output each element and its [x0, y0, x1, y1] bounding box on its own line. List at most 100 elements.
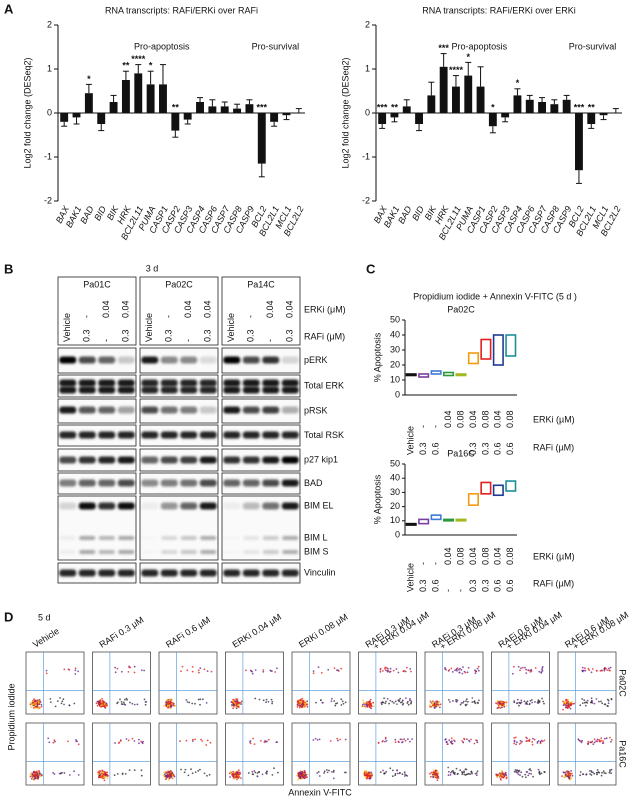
range-box	[505, 334, 517, 357]
error-bar	[489, 126, 496, 134]
cell-dot	[520, 667, 522, 670]
cell-dot	[133, 665, 136, 668]
cell-dot	[298, 706, 301, 709]
cell-dot	[162, 774, 165, 777]
cell-dot	[603, 772, 606, 774]
cell-dot	[270, 698, 273, 701]
blot-band	[199, 456, 217, 464]
row-label: ERKi (µM)	[533, 551, 575, 561]
cell-dot	[37, 772, 40, 774]
time-label: 5 d	[38, 612, 51, 622]
cell-dot	[297, 771, 300, 774]
cell-dot	[569, 707, 572, 710]
significance: **	[391, 102, 399, 112]
cell-dot	[601, 771, 603, 774]
cell-dot	[103, 705, 106, 708]
cell-dot	[36, 772, 38, 774]
y-tick-label: 40	[390, 473, 400, 483]
cell-dot	[528, 669, 530, 672]
cell-dot	[458, 668, 460, 671]
cell-dot	[398, 772, 401, 775]
bar	[220, 106, 229, 113]
cell-dot	[236, 698, 239, 700]
cell-dot	[593, 772, 596, 775]
cell-dot	[570, 777, 573, 780]
error-bar	[73, 117, 80, 125]
blot-band	[98, 479, 116, 487]
cell-dot	[384, 702, 387, 705]
cell-dot	[455, 700, 458, 703]
x-tick-label: 0.04	[443, 410, 453, 428]
cell-dot	[609, 736, 611, 739]
cell-dot	[133, 671, 136, 674]
cell-dot	[267, 738, 270, 741]
cell-dot	[436, 701, 438, 704]
bar	[599, 113, 608, 116]
blot-band	[160, 456, 178, 464]
cell-dot	[173, 702, 175, 705]
cell-dot	[598, 771, 601, 774]
cell-dot	[197, 769, 200, 772]
cell-dot	[607, 702, 610, 705]
cell-dot	[531, 699, 533, 701]
cell-dot	[188, 701, 191, 704]
cell-dot	[131, 702, 134, 705]
cell-dot	[185, 739, 188, 742]
cell-dot	[141, 742, 144, 745]
cell-dot	[579, 740, 581, 742]
cell-dot	[301, 771, 303, 773]
cell-dot	[502, 776, 505, 779]
cell-dot	[396, 703, 398, 705]
cell-dot	[467, 772, 470, 775]
cell-dot	[144, 701, 147, 703]
x-tick-label: 0.08	[455, 410, 465, 428]
cell-dot	[164, 775, 167, 777]
cell-dot	[273, 767, 275, 770]
blot-band	[79, 550, 96, 554]
y-axis-label: % Apoptosis	[372, 474, 382, 524]
cell-dot	[260, 740, 262, 742]
blot-band	[199, 379, 217, 387]
cell-dot	[191, 772, 194, 775]
cell-dot	[301, 774, 303, 777]
blot-band	[141, 456, 159, 464]
blot-frame	[221, 472, 301, 495]
cell-dot	[48, 741, 51, 744]
cell-dot	[526, 703, 529, 706]
cell-dot	[119, 698, 121, 701]
cell-dot	[334, 704, 337, 707]
cell-dot	[502, 772, 505, 775]
blot-band	[141, 379, 159, 387]
cell-dot	[528, 772, 531, 775]
cell-dot	[45, 672, 48, 675]
cell-dot	[401, 741, 404, 743]
cell-dot	[595, 698, 598, 700]
blot-band	[117, 456, 135, 464]
cell-dot	[464, 703, 467, 706]
range-box	[492, 334, 504, 366]
blot-band	[223, 379, 241, 387]
cell-dot	[320, 699, 322, 701]
cell-dot	[165, 771, 168, 774]
cell-dot	[435, 703, 438, 706]
cell-dot	[568, 704, 571, 707]
band-label: BIM EL	[304, 500, 334, 510]
cell-dot	[252, 737, 255, 740]
blot-band	[242, 406, 260, 414]
cell-dot	[399, 738, 402, 741]
cell-dot	[439, 706, 441, 709]
cell-line: Pa14C	[247, 279, 275, 289]
cell-dot	[262, 670, 265, 673]
cell-dot	[170, 698, 172, 700]
cell-dot	[136, 703, 139, 706]
y-tick-label: 30	[390, 344, 400, 354]
cell-dot	[170, 772, 173, 775]
cell-dot	[499, 707, 502, 709]
cell-dot	[205, 702, 208, 704]
cell-dot	[604, 737, 606, 740]
cell-dot	[403, 775, 406, 777]
cell-dot	[199, 768, 201, 771]
cell-dot	[451, 671, 454, 673]
cell-dot	[140, 740, 142, 743]
